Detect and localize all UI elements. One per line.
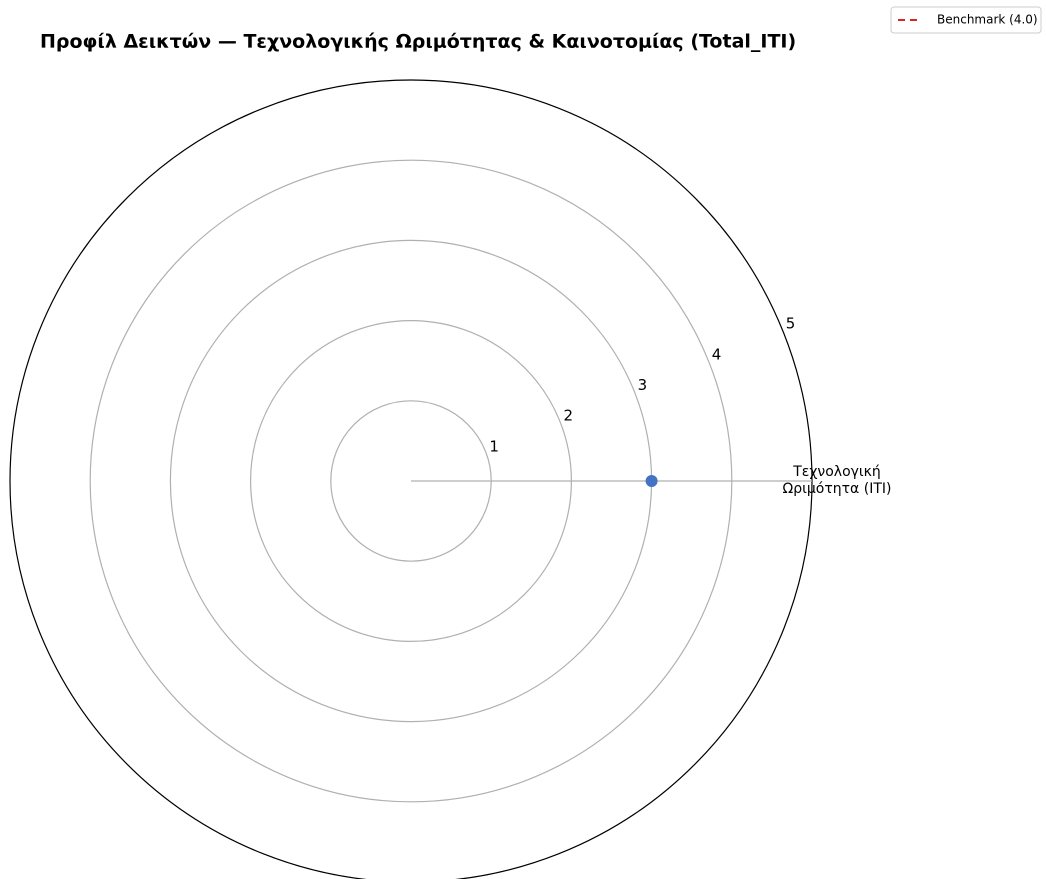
r-tick-label: 3 — [638, 376, 648, 394]
r-tick-label: 4 — [712, 345, 722, 363]
r-tick-label: 1 — [489, 437, 499, 455]
legend-label: Benchmark (4.0) — [937, 13, 1038, 27]
radar-point — [645, 475, 658, 487]
chart-title: Προφίλ Δεικτών — Τεχνολογικής Ωριμότητας… — [40, 31, 796, 53]
r-tick-label: 5 — [786, 315, 796, 333]
legend-box — [890, 6, 1042, 34]
category-label: Τεχνολογική Ωριμότητα (ITI) — [783, 464, 892, 497]
polar-frame — [9, 79, 813, 879]
legend: Benchmark (4.0) — [890, 6, 1042, 34]
r-tick-label: 2 — [564, 407, 574, 425]
